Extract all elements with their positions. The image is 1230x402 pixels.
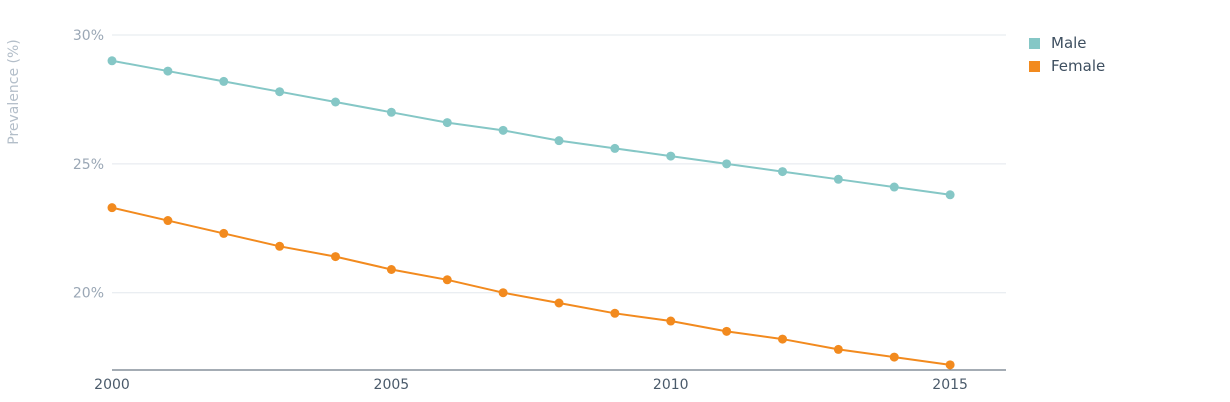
data-point-male[interactable] [722, 159, 732, 169]
data-point-female[interactable] [889, 352, 899, 362]
data-point-female[interactable] [554, 298, 564, 308]
data-point-male[interactable] [833, 174, 843, 184]
data-point-male[interactable] [610, 143, 620, 153]
data-point-female[interactable] [833, 344, 843, 354]
data-point-female[interactable] [275, 241, 285, 251]
data-point-female[interactable] [610, 308, 620, 318]
x-tick-label: 2005 [374, 377, 410, 393]
data-point-female[interactable] [219, 228, 229, 238]
data-point-male[interactable] [442, 118, 452, 128]
data-point-male[interactable] [666, 151, 676, 161]
y-axis-label: Prevalence (%) [6, 39, 22, 145]
data-point-male[interactable] [107, 56, 117, 66]
series-line-female [111, 206, 951, 366]
data-point-male[interactable] [219, 76, 229, 86]
data-point-female[interactable] [331, 252, 340, 262]
data-point-female[interactable] [722, 326, 732, 336]
series-line-male [111, 59, 951, 196]
legend-swatch-male [1029, 38, 1040, 49]
x-tick-label: 2000 [94, 377, 130, 393]
y-tick-label: 25% [73, 157, 104, 173]
data-point-female[interactable] [666, 316, 676, 326]
data-point-male[interactable] [778, 167, 787, 177]
data-point-male[interactable] [386, 107, 396, 117]
grid [112, 34, 1006, 294]
legend-label-male[interactable]: Male [1051, 34, 1087, 52]
data-point-female[interactable] [778, 334, 787, 344]
data-point-male[interactable] [498, 125, 508, 135]
data-point-male[interactable] [275, 87, 285, 97]
series [107, 56, 955, 370]
axes: 20% 25% 30% 2000 2005 2010 2015 [73, 28, 1006, 393]
data-point-male[interactable] [889, 182, 899, 192]
legend: Male Female [1029, 34, 1105, 75]
legend-label-female[interactable]: Female [1051, 57, 1105, 75]
data-point-female[interactable] [945, 360, 955, 370]
y-tick-label: 30% [73, 28, 104, 44]
data-point-female[interactable] [386, 265, 396, 274]
y-tick-label: 20% [73, 286, 104, 302]
data-point-female[interactable] [107, 203, 117, 213]
data-point-female[interactable] [163, 216, 173, 226]
data-point-male[interactable] [163, 66, 173, 76]
data-point-male[interactable] [331, 97, 340, 107]
legend-swatch-female [1029, 61, 1040, 72]
data-point-female[interactable] [442, 275, 452, 285]
x-tick-label: 2010 [653, 377, 689, 393]
data-point-female[interactable] [498, 288, 508, 298]
x-tick-label: 2015 [932, 377, 968, 393]
data-point-male[interactable] [945, 190, 955, 200]
data-point-male[interactable] [554, 136, 564, 146]
